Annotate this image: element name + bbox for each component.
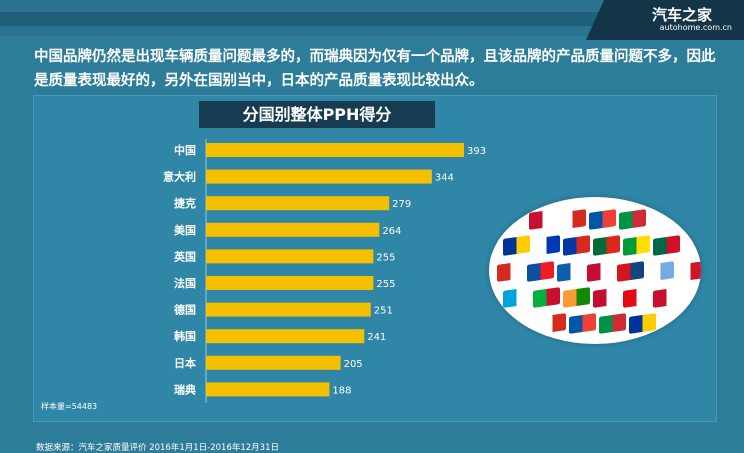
flag-icon [599, 313, 626, 334]
value-label-5: 255 [376, 279, 395, 290]
value-label-1: 344 [435, 173, 454, 184]
flag-icon [569, 313, 596, 334]
value-label-6: 251 [374, 306, 393, 317]
flag-icon [559, 209, 586, 230]
category-label-3: 美国 [174, 223, 196, 237]
flag-icon [497, 261, 524, 282]
bar-5 [206, 276, 374, 290]
bar-7 [206, 329, 365, 344]
flag-icon [619, 209, 646, 230]
flag-icon [527, 261, 554, 282]
flag-icon [533, 235, 560, 256]
category-label-2: 捷克 [174, 196, 196, 210]
flag-icon [533, 287, 560, 308]
flag-icon [677, 261, 701, 282]
flag-icon [529, 209, 556, 230]
category-label-4: 英国 [173, 249, 196, 263]
value-label-8: 205 [344, 359, 363, 370]
category-label-5: 法国 [174, 276, 196, 290]
flag-icon [629, 313, 656, 334]
flag-icon [503, 287, 530, 308]
flag-icon [623, 287, 650, 308]
intro-paragraph: 中国品牌仍然是出现车辆质量问题最多的，而瑞典因为仅有一个品牌，且该品牌的产品质量… [34, 49, 716, 89]
value-label-3: 264 [382, 226, 401, 237]
logo-main-text: 汽车之家 [651, 6, 712, 24]
sample-size-note: 样本量=54483 [41, 402, 98, 411]
category-label-9: 瑞典 [174, 382, 196, 396]
bar-9 [206, 382, 330, 397]
chart-title: 分国别整体PPH得分 [199, 101, 435, 128]
category-label-7: 韩国 [174, 329, 196, 343]
bar-8 [206, 355, 341, 370]
value-label-0: 393 [467, 146, 486, 157]
category-label-1: 意大利 [163, 170, 196, 184]
bar-4 [206, 249, 374, 264]
flag-icon [589, 209, 616, 230]
bar-6 [206, 302, 371, 317]
value-label-2: 279 [392, 199, 411, 210]
flag-icon [647, 261, 674, 282]
category-label-8: 日本 [174, 356, 196, 370]
world-flags-collage-icon [489, 197, 701, 344]
flag-icon [563, 235, 590, 256]
bar-1 [206, 169, 432, 184]
flag-icon [557, 261, 584, 282]
flag-icon [653, 287, 680, 308]
value-label-7: 241 [367, 332, 386, 343]
flag-icon [503, 235, 530, 256]
flag-icon [617, 261, 644, 282]
flag-icon [563, 287, 590, 308]
data-source-note: 数据来源：汽车之家质量评价 2016年1月1日-2016年12月31日 [36, 443, 279, 453]
bar-2 [206, 196, 390, 211]
flag-icon [593, 287, 620, 308]
logo-sub-text: autohome.com.cn [659, 23, 732, 32]
flag-icon [587, 261, 614, 282]
value-label-9: 188 [332, 385, 351, 396]
top-bar-stripe [0, 12, 600, 26]
category-label-6: 德国 [173, 303, 196, 317]
bar-3 [206, 222, 380, 237]
value-label-4: 255 [376, 252, 395, 263]
flag-icon [623, 235, 650, 256]
flag-icon [539, 313, 566, 334]
bar-0 [206, 143, 464, 157]
category-label-0: 中国 [174, 143, 196, 157]
flag-icon [593, 235, 620, 256]
logo[interactable]: 汽车之家 autohome.com.cn [586, 0, 744, 40]
flag-icon [653, 235, 680, 256]
